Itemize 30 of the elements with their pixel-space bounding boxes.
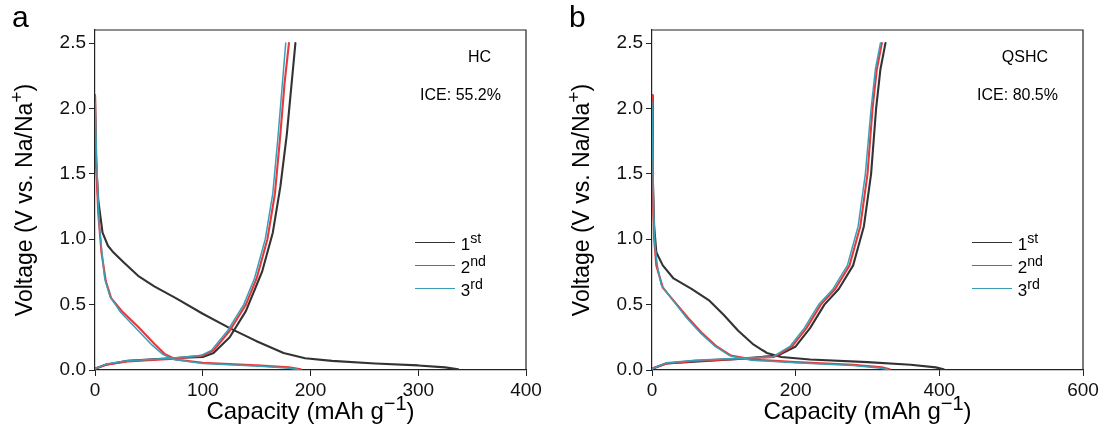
- x-tick-label: 0: [646, 378, 658, 400]
- y-tick-label: 0.0: [616, 358, 643, 380]
- x-tick-label: 200: [294, 378, 327, 400]
- chart-title: b: [569, 0, 586, 34]
- annotation: HC: [467, 48, 491, 66]
- y-tick-label: 1.5: [616, 162, 643, 184]
- annotation: ICE: 80.5%: [977, 86, 1058, 104]
- chart-title: a: [12, 0, 29, 34]
- legend-label: 2$^{nd}$: [1017, 253, 1043, 278]
- y-tick-label: 2.0: [59, 96, 86, 118]
- y-tick-label: 0.5: [59, 292, 86, 314]
- y-tick-label: 1.0: [616, 227, 643, 249]
- x-tick-label: 300: [402, 378, 435, 400]
- x-tick-label: 400: [510, 378, 542, 400]
- y-tick-label: 0.0: [59, 358, 86, 380]
- y-tick-label: 2.5: [59, 31, 86, 53]
- annotation: ICE: 55.2%: [420, 86, 501, 104]
- legend-label: 1$^{st}$: [460, 230, 482, 255]
- legend-label: 3$^{rd}$: [1017, 276, 1040, 301]
- y-tick-label: 0.5: [616, 292, 643, 314]
- x-tick-label: 600: [1067, 378, 1099, 400]
- x-tick-label: 0: [89, 378, 101, 400]
- y-tick-label: 2.5: [616, 31, 643, 53]
- y-tick-label: 1.5: [59, 162, 86, 184]
- y-tick-label: 2.0: [616, 96, 643, 118]
- legend-label: 1$^{st}$: [1017, 230, 1039, 255]
- y-tick-label: 1.0: [59, 227, 86, 249]
- annotation: QSHC: [1001, 48, 1048, 66]
- legend-label: 2$^{nd}$: [460, 253, 486, 278]
- legend-label: 3$^{rd}$: [460, 276, 483, 301]
